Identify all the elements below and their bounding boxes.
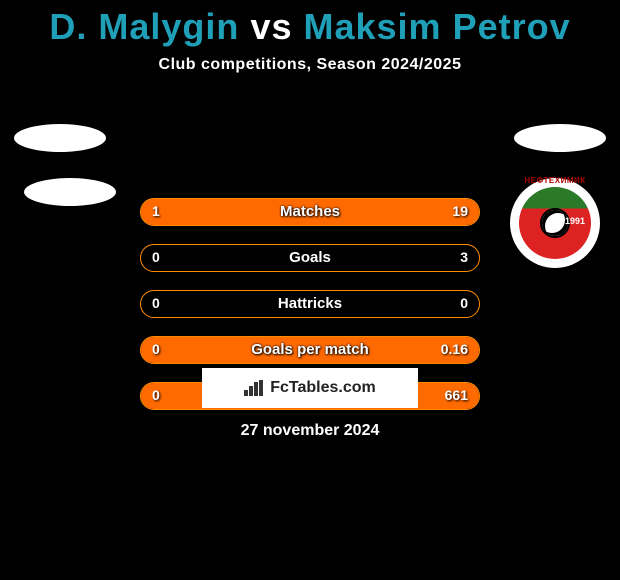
subtitle: Club competitions, Season 2024/2025 [0,56,620,74]
left-badge-ellipse-2 [24,178,116,206]
stat-value-left: 0 [152,249,160,265]
title-vs: vs [250,6,292,47]
right-badge-ellipse-1 [514,124,606,152]
stat-value-left: 1 [152,203,160,219]
left-badge-ellipse-1 [14,124,106,152]
stat-value-left: 0 [152,295,160,311]
stat-label: Goals per match [140,341,480,358]
date-text: 27 november 2024 [0,422,620,440]
fctables-logo: FcTables.com [202,368,418,408]
stat-label: Goals [140,249,480,266]
right-club-badge: НЕФТЕХИМИК 1991 [510,178,600,268]
stat-value-left: 0 [152,387,160,403]
stat-value-right: 0 [460,295,468,311]
stat-label: Matches [140,203,480,220]
title-player-2: Maksim Petrov [304,6,571,47]
stat-value-right: 3 [460,249,468,265]
stat-label: Hattricks [140,295,480,312]
club-badge-inner: 1991 [519,187,591,259]
stat-row: Hattricks0 0 [0,290,620,336]
stat-value-right: 19 [452,203,468,219]
club-badge-year: 1991 [565,216,585,226]
title-player-1: D. Malygin [49,6,239,47]
club-badge-name: НЕФТЕХИМИК [510,176,600,185]
page-title: D. Malygin vs Maksim Petrov [0,6,620,48]
stat-value-right: 661 [445,387,468,403]
bar-chart-icon [244,380,264,396]
stat-value-right: 0.16 [441,341,468,357]
stat-value-left: 0 [152,341,160,357]
fctables-text: FcTables.com [270,379,376,397]
